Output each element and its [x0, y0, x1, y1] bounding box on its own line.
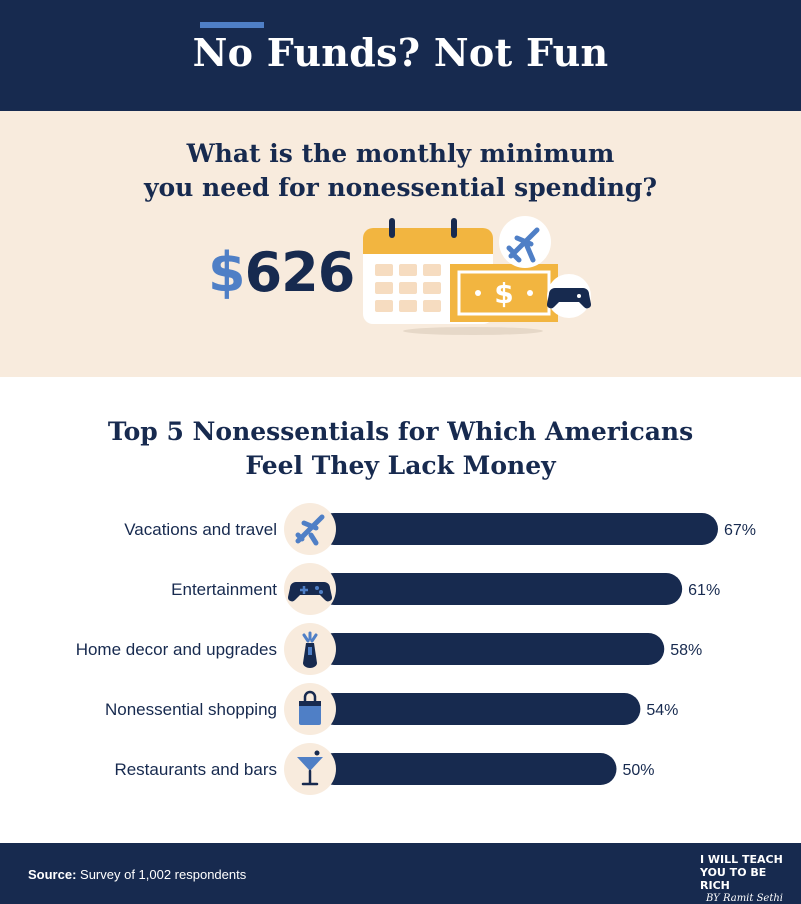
- hero-question: What is the monthly minimum you need for…: [0, 137, 801, 205]
- bar: [318, 753, 617, 785]
- category-label: Home decor and upgrades: [76, 640, 277, 659]
- source-note: Source: Survey of 1,002 respondents: [28, 867, 246, 882]
- value-label: 50%: [623, 762, 655, 779]
- hero-question-line1: What is the monthly minimum: [186, 139, 615, 168]
- shadow: [403, 327, 543, 335]
- chart-title-line1: Top 5 Nonessentials for Which Americans: [107, 417, 694, 446]
- header-accent-bar: [200, 22, 264, 28]
- category-label: Vacations and travel: [124, 520, 277, 539]
- logo-signature: BY Ramit Sethi: [700, 892, 792, 904]
- value-label: 54%: [646, 702, 678, 719]
- chart-title-line2: Feel They Lack Money: [245, 451, 556, 480]
- value-label: 61%: [688, 582, 720, 599]
- chart-title: Top 5 Nonessentials for Which Americans …: [0, 415, 801, 483]
- bar: [318, 513, 718, 545]
- source-label: Source:: [28, 867, 77, 882]
- bar: [318, 633, 665, 665]
- amount-value: 626: [244, 241, 356, 304]
- brand-logo: I WILL TEACH YOU TO BE RICH BY Ramit Set…: [700, 853, 792, 904]
- hero-question-line2: you need for nonessential spending?: [143, 173, 658, 202]
- calendar-icon: [363, 218, 493, 324]
- category-label: Entertainment: [171, 580, 277, 599]
- hero-panel: What is the monthly minimum you need for…: [0, 111, 801, 377]
- category-label: Nonessential shopping: [105, 700, 277, 719]
- value-label: 58%: [670, 642, 702, 659]
- value-label: 67%: [724, 522, 756, 539]
- bar-chart: Vacations and travel 67% Entertainment 61% H…: [76, 503, 756, 795]
- shopping-bag-icon: [284, 683, 336, 735]
- page-title: No Funds? Not Fun: [192, 30, 609, 75]
- logo-by: BY: [706, 893, 720, 904]
- logo-line1: I WILL TEACH: [700, 853, 783, 866]
- airplane-icon: [284, 503, 336, 555]
- amount-dollar-sign: $: [208, 241, 246, 304]
- game-controller-icon: [284, 563, 336, 615]
- hero-illustration: $: [363, 216, 592, 335]
- footer: Source: Survey of 1,002 respondents I WI…: [0, 843, 801, 904]
- category-label: Restaurants and bars: [114, 760, 277, 779]
- bar: [318, 573, 683, 605]
- lamp-icon: [284, 623, 336, 675]
- bar: [318, 693, 641, 725]
- logo-line2: YOU TO BE RICH: [700, 866, 767, 892]
- game-controller-icon: [546, 274, 592, 318]
- money-bill-icon: $: [450, 264, 558, 322]
- airplane-icon: [499, 216, 551, 268]
- logo-signature-text: Ramit Sethi: [722, 893, 783, 904]
- banknote-symbol: $: [494, 277, 513, 310]
- header-banner: No Funds? Not Fun: [0, 0, 801, 111]
- source-text: Survey of 1,002 respondents: [76, 867, 247, 882]
- monthly-minimum-amount: $626: [208, 241, 356, 304]
- cocktail-icon: [284, 743, 336, 795]
